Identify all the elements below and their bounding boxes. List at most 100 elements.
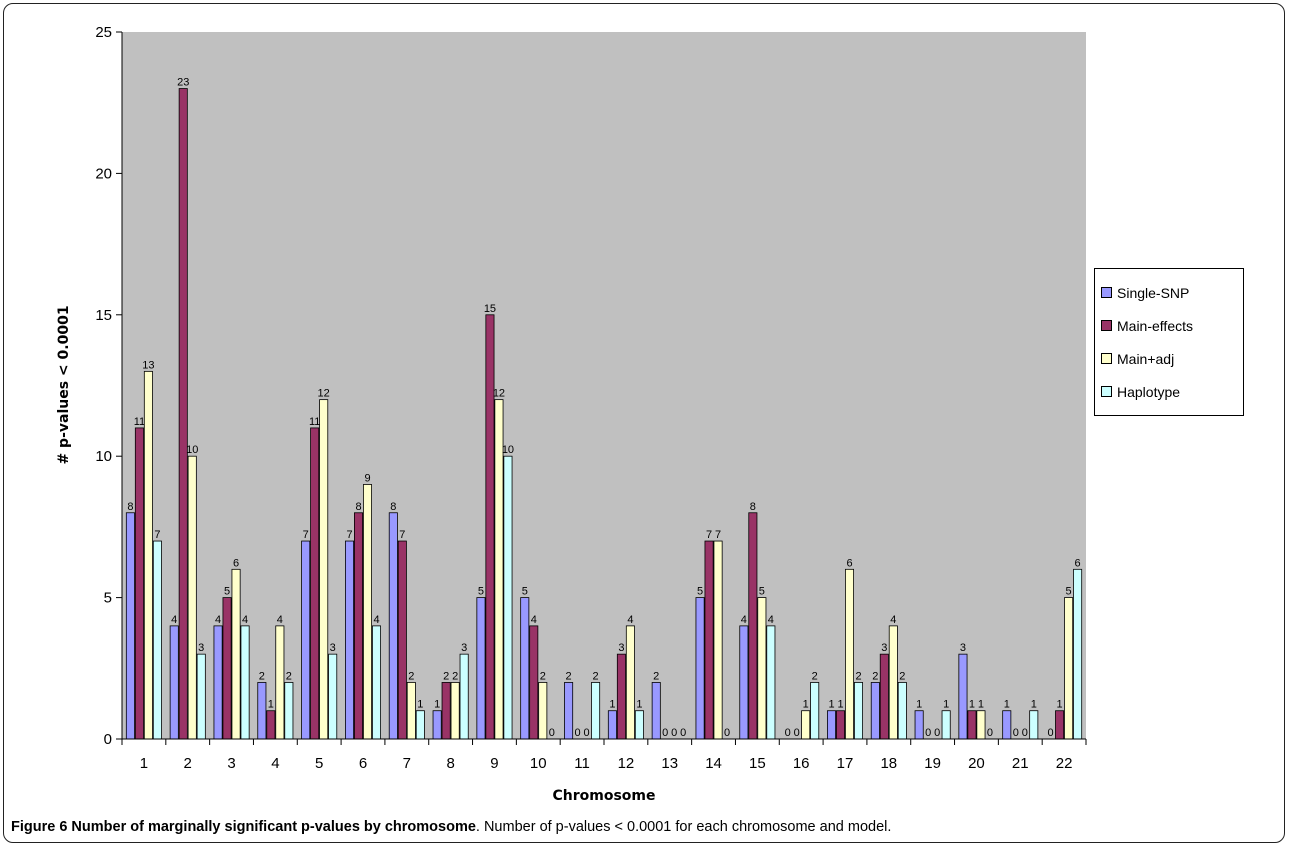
bar-haplotype-chr-8 <box>459 653 469 740</box>
data-label-haplotype-chr-17: 2 <box>855 670 861 682</box>
legend-label-single-snp: Single-SNP <box>1117 284 1190 301</box>
bar-single-snp-chr-19 <box>914 710 924 740</box>
plot-area <box>122 32 1086 739</box>
data-label-main-effects-chr-17: 1 <box>837 699 843 711</box>
bar-main-effects-chr-14 <box>704 540 714 740</box>
x-tick-label-21: 21 <box>1012 755 1029 772</box>
data-label-single-snp-chr-11: 2 <box>566 670 572 682</box>
bar-main-adj-chr-20 <box>976 710 986 740</box>
bar-single-snp-chr-5 <box>301 540 311 740</box>
bar-main-effects-chr-1 <box>134 427 144 740</box>
data-label-main-adj-chr-15: 5 <box>759 586 765 598</box>
x-tick-label-13: 13 <box>661 755 678 772</box>
data-label-haplotype-chr-15: 4 <box>768 614 774 626</box>
caption-text: . Number of p-values < 0.0001 for each c… <box>475 819 892 835</box>
bar-single-snp-chr-9 <box>476 597 486 740</box>
data-label-main-effects-chr-21: 0 <box>1013 727 1019 739</box>
y-tick-label: 25 <box>95 24 112 41</box>
legend-label-haplotype: Haplotype <box>1117 383 1181 400</box>
bar-main-adj-chr-3 <box>231 568 241 740</box>
data-label-haplotype-chr-1: 7 <box>154 529 160 541</box>
bar-single-snp-chr-13 <box>651 682 661 740</box>
data-label-main-effects-chr-16: 0 <box>794 727 800 739</box>
data-label-main-effects-chr-4: 1 <box>268 699 274 711</box>
data-label-haplotype-chr-14: 0 <box>724 727 730 739</box>
data-label-haplotype-chr-4: 2 <box>286 670 292 682</box>
data-label-main-effects-chr-22: 1 <box>1057 699 1063 711</box>
bar-main-adj-chr-7 <box>406 682 416 740</box>
bar-main-effects-chr-7 <box>397 540 407 740</box>
bar-main-adj-chr-6 <box>362 484 372 740</box>
bar-main-adj-chr-17 <box>845 568 855 740</box>
bar-main-effects-chr-20 <box>967 710 977 740</box>
data-label-haplotype-chr-19: 1 <box>943 699 949 711</box>
data-label-main-adj-chr-4: 4 <box>277 614 283 626</box>
bar-single-snp-chr-8 <box>432 710 442 740</box>
bar-single-snp-chr-18 <box>870 682 880 740</box>
bar-haplotype-chr-12 <box>634 710 644 740</box>
data-label-haplotype-chr-11: 2 <box>593 670 599 682</box>
legend-item-haplotype: Haplotype <box>1101 375 1237 408</box>
data-label-main-effects-chr-12: 3 <box>618 642 624 654</box>
bar-haplotype-chr-1 <box>152 540 162 740</box>
legend-swatch-single-snp <box>1101 287 1112 298</box>
bar-main-effects-chr-6 <box>353 512 363 740</box>
data-label-main-adj-chr-18: 4 <box>890 614 896 626</box>
data-label-haplotype-chr-12: 1 <box>636 699 642 711</box>
data-label-single-snp-chr-14: 5 <box>697 586 703 598</box>
y-tick-label: 15 <box>95 307 112 324</box>
bar-haplotype-chr-9 <box>503 455 513 740</box>
data-label-main-effects-chr-13: 0 <box>662 727 668 739</box>
data-label-main-adj-chr-3: 6 <box>233 557 239 569</box>
bar-haplotype-chr-5 <box>328 653 338 740</box>
data-label-main-adj-chr-1: 13 <box>142 359 154 371</box>
bar-single-snp-chr-21 <box>1002 710 1012 740</box>
y-tick-label: 20 <box>95 165 112 182</box>
bar-haplotype-chr-6 <box>371 625 381 740</box>
data-label-main-adj-chr-22: 5 <box>1066 586 1072 598</box>
x-tick-label-17: 17 <box>837 755 854 772</box>
data-label-single-snp-chr-2: 4 <box>171 614 177 626</box>
data-label-haplotype-chr-10: 0 <box>549 727 555 739</box>
data-label-haplotype-chr-13: 0 <box>680 727 686 739</box>
data-label-main-adj-chr-17: 6 <box>846 557 852 569</box>
data-label-main-adj-chr-7: 2 <box>408 670 414 682</box>
data-label-single-snp-chr-5: 7 <box>303 529 309 541</box>
bar-main-effects-chr-2 <box>178 88 188 740</box>
data-label-main-effects-chr-14: 7 <box>706 529 712 541</box>
data-label-main-adj-chr-12: 4 <box>627 614 633 626</box>
x-tick-label-19: 19 <box>924 755 941 772</box>
data-label-main-effects-chr-11: 0 <box>575 727 581 739</box>
data-label-haplotype-chr-5: 3 <box>330 642 336 654</box>
x-ticks-group: 1 2 3 4 5 6 7 8 9 10 11 12 13 14 15 16 17 18 19 20 21 22 <box>121 739 1087 772</box>
x-axis-label: Chromosome <box>552 788 655 804</box>
y-tick-label: 0 <box>104 731 112 748</box>
bar-main-adj-chr-15 <box>757 597 767 740</box>
data-label-main-effects-chr-2: 23 <box>177 77 189 89</box>
y-tick-label: 10 <box>95 448 112 465</box>
bar-single-snp-chr-12 <box>607 710 617 740</box>
bar-main-adj-chr-8 <box>450 682 460 740</box>
data-label-main-effects-chr-18: 3 <box>881 642 887 654</box>
data-label-main-adj-chr-9: 12 <box>493 388 505 400</box>
caption-title: Figure 6 Number of marginally significan… <box>11 819 476 835</box>
bar-single-snp-chr-17 <box>827 710 837 740</box>
bar-haplotype-chr-21 <box>1029 710 1039 740</box>
bar-haplotype-chr-17 <box>854 682 864 740</box>
data-label-main-effects-chr-7: 7 <box>399 529 405 541</box>
x-tick-label-14: 14 <box>705 755 722 772</box>
bar-haplotype-chr-16 <box>810 682 820 740</box>
bar-haplotype-chr-19 <box>941 710 951 740</box>
data-label-single-snp-chr-8: 1 <box>434 699 440 711</box>
data-label-haplotype-chr-18: 2 <box>899 670 905 682</box>
bar-haplotype-chr-18 <box>897 682 907 740</box>
bar-main-effects-chr-5 <box>310 427 320 740</box>
bar-main-effects-chr-9 <box>485 314 495 740</box>
bar-main-adj-chr-12 <box>625 625 635 740</box>
data-label-main-effects-chr-20: 1 <box>969 699 975 711</box>
data-label-main-adj-chr-11: 0 <box>584 727 590 739</box>
data-label-main-adj-chr-16: 1 <box>803 699 809 711</box>
data-label-main-effects-chr-3: 5 <box>224 586 230 598</box>
data-label-single-snp-chr-7: 8 <box>390 501 396 513</box>
